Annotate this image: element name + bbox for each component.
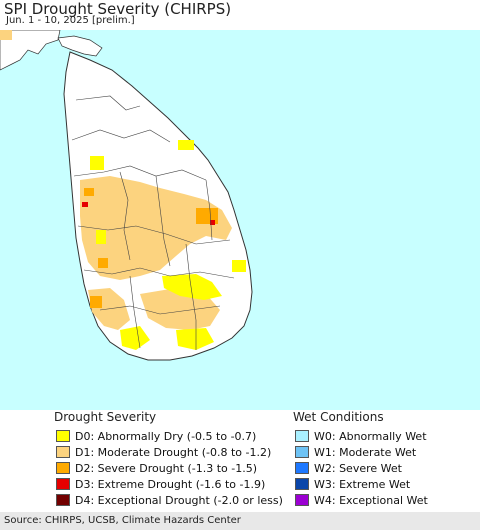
swatch-w4 [295,494,309,506]
legend-item-w2: W2: Severe Wet [295,460,402,476]
drought-map [0,30,480,410]
legend-label-w4: W4: Exceptional Wet [314,493,428,507]
swatch-d2 [56,462,70,474]
swatch-w3 [295,478,309,490]
d0-areas [90,140,246,350]
drought-legend-title: Drought Severity [54,410,157,424]
legend-item-d3: D3: Extreme Drought (-1.6 to -1.9) [56,476,265,492]
legend-item-d4: D4: Exceptional Drought (-2.0 or less) [56,492,283,508]
legend-item-d2: D2: Severe Drought (-1.3 to -1.5) [56,460,257,476]
legend-item-d1: D1: Moderate Drought (-0.8 to -1.2) [56,444,271,460]
district-boundaries [71,95,235,350]
legend-label-w0: W0: Abnormally Wet [314,429,427,443]
legend-label-d2: D2: Severe Drought (-1.3 to -1.5) [75,461,258,475]
india-coast [0,30,61,71]
swatch-w0 [295,430,309,442]
legend-item-w3: W3: Extreme Wet [295,476,410,492]
legend-label-w3: W3: Extreme Wet [314,477,411,491]
swatch-d3 [56,478,70,490]
legend-label-w1: W1: Moderate Wet [314,445,417,459]
legend-label-d1: D1: Moderate Drought (-0.8 to -1.2) [75,445,272,459]
swatch-d4 [56,494,70,506]
legend-label-d0: D0: Abnormally Dry (-0.5 to -0.7) [75,429,257,443]
swatch-d0 [56,430,70,442]
source-credit: Source: CHIRPS, UCSB, Climate Hazards Ce… [0,512,480,530]
legend-item-d0: D0: Abnormally Dry (-0.5 to -0.7) [56,428,256,444]
swatch-w1 [295,446,309,458]
map-subtitle: Jun. 1 - 10, 2025 [prelim.] [6,15,135,26]
legend-item-w0: W0: Abnormally Wet [295,428,427,444]
legend-label-d4: D4: Exceptional Drought (-2.0 or less) [75,493,283,507]
legend-item-w1: W1: Moderate Wet [295,444,416,460]
wet-legend-title: Wet Conditions [293,410,384,424]
legend-label-d3: D3: Extreme Drought (-1.6 to -1.9) [75,477,266,491]
legend: Drought Severity Wet Conditions D0: Abno… [0,410,480,512]
legend-label-w2: W2: Severe Wet [314,461,402,475]
d3-areas [82,202,215,225]
swatch-d1 [56,446,70,458]
jaffna-peninsula [57,35,103,57]
legend-item-w4: W4: Exceptional Wet [295,492,428,508]
swatch-w2 [295,462,309,474]
map-title: SPI Drought Severity (CHIRPS) [4,0,232,18]
